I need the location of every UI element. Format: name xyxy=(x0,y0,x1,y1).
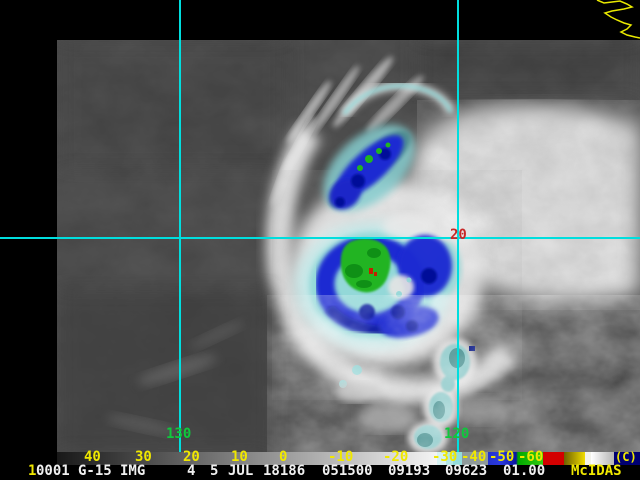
colorbar-tick-label: 30 xyxy=(135,449,152,465)
colorbar-tick-label: 20 xyxy=(183,449,200,465)
coastline-path xyxy=(596,0,640,39)
resolution: 01.00 xyxy=(503,463,546,479)
latitude-gridline-20 xyxy=(0,237,640,239)
date-day: 5 xyxy=(210,463,219,479)
colorbar-tick-label: -20 xyxy=(383,449,409,465)
latitude-label: 20 xyxy=(450,227,467,243)
copyright-label: (C) xyxy=(615,450,637,464)
colorbar-tick-label: 10 xyxy=(231,449,248,465)
longitude-gridline-130 xyxy=(179,0,181,464)
brand-label: McIDAS xyxy=(571,463,622,479)
image-time: 051500 xyxy=(322,463,373,479)
elem-coordinate: 09623 xyxy=(445,463,488,479)
colorbar-tick-label: 0 xyxy=(279,449,288,465)
longitude-gridline-120 xyxy=(457,0,459,464)
colorbar-tick-label: -50 xyxy=(489,449,515,465)
colorbar-tick-label: -40 xyxy=(461,449,487,465)
colorbar-tick-label: -60 xyxy=(518,449,544,465)
colorbar-tick-label: -10 xyxy=(328,449,354,465)
image-type: IMG xyxy=(120,463,146,479)
coastline-overlay xyxy=(596,0,640,39)
longitude-label-130: 130 xyxy=(166,426,192,442)
longitude-label-120: 120 xyxy=(444,426,470,442)
satellite-scene xyxy=(57,40,640,452)
satellite-name: G-15 xyxy=(78,463,112,479)
day-number: 4 xyxy=(187,463,196,479)
date-month: JUL xyxy=(228,463,254,479)
julian-date: 18186 xyxy=(263,463,306,479)
satellite-image[interactable] xyxy=(57,40,640,452)
colorbar-gradient xyxy=(0,452,640,465)
colorbar-tick-label: -30 xyxy=(432,449,458,465)
colorbar-tick-label: 40 xyxy=(84,449,101,465)
frame-number: 1 xyxy=(28,463,37,479)
dataset-id: 0001 xyxy=(36,463,70,479)
line-coordinate: 09193 xyxy=(388,463,431,479)
